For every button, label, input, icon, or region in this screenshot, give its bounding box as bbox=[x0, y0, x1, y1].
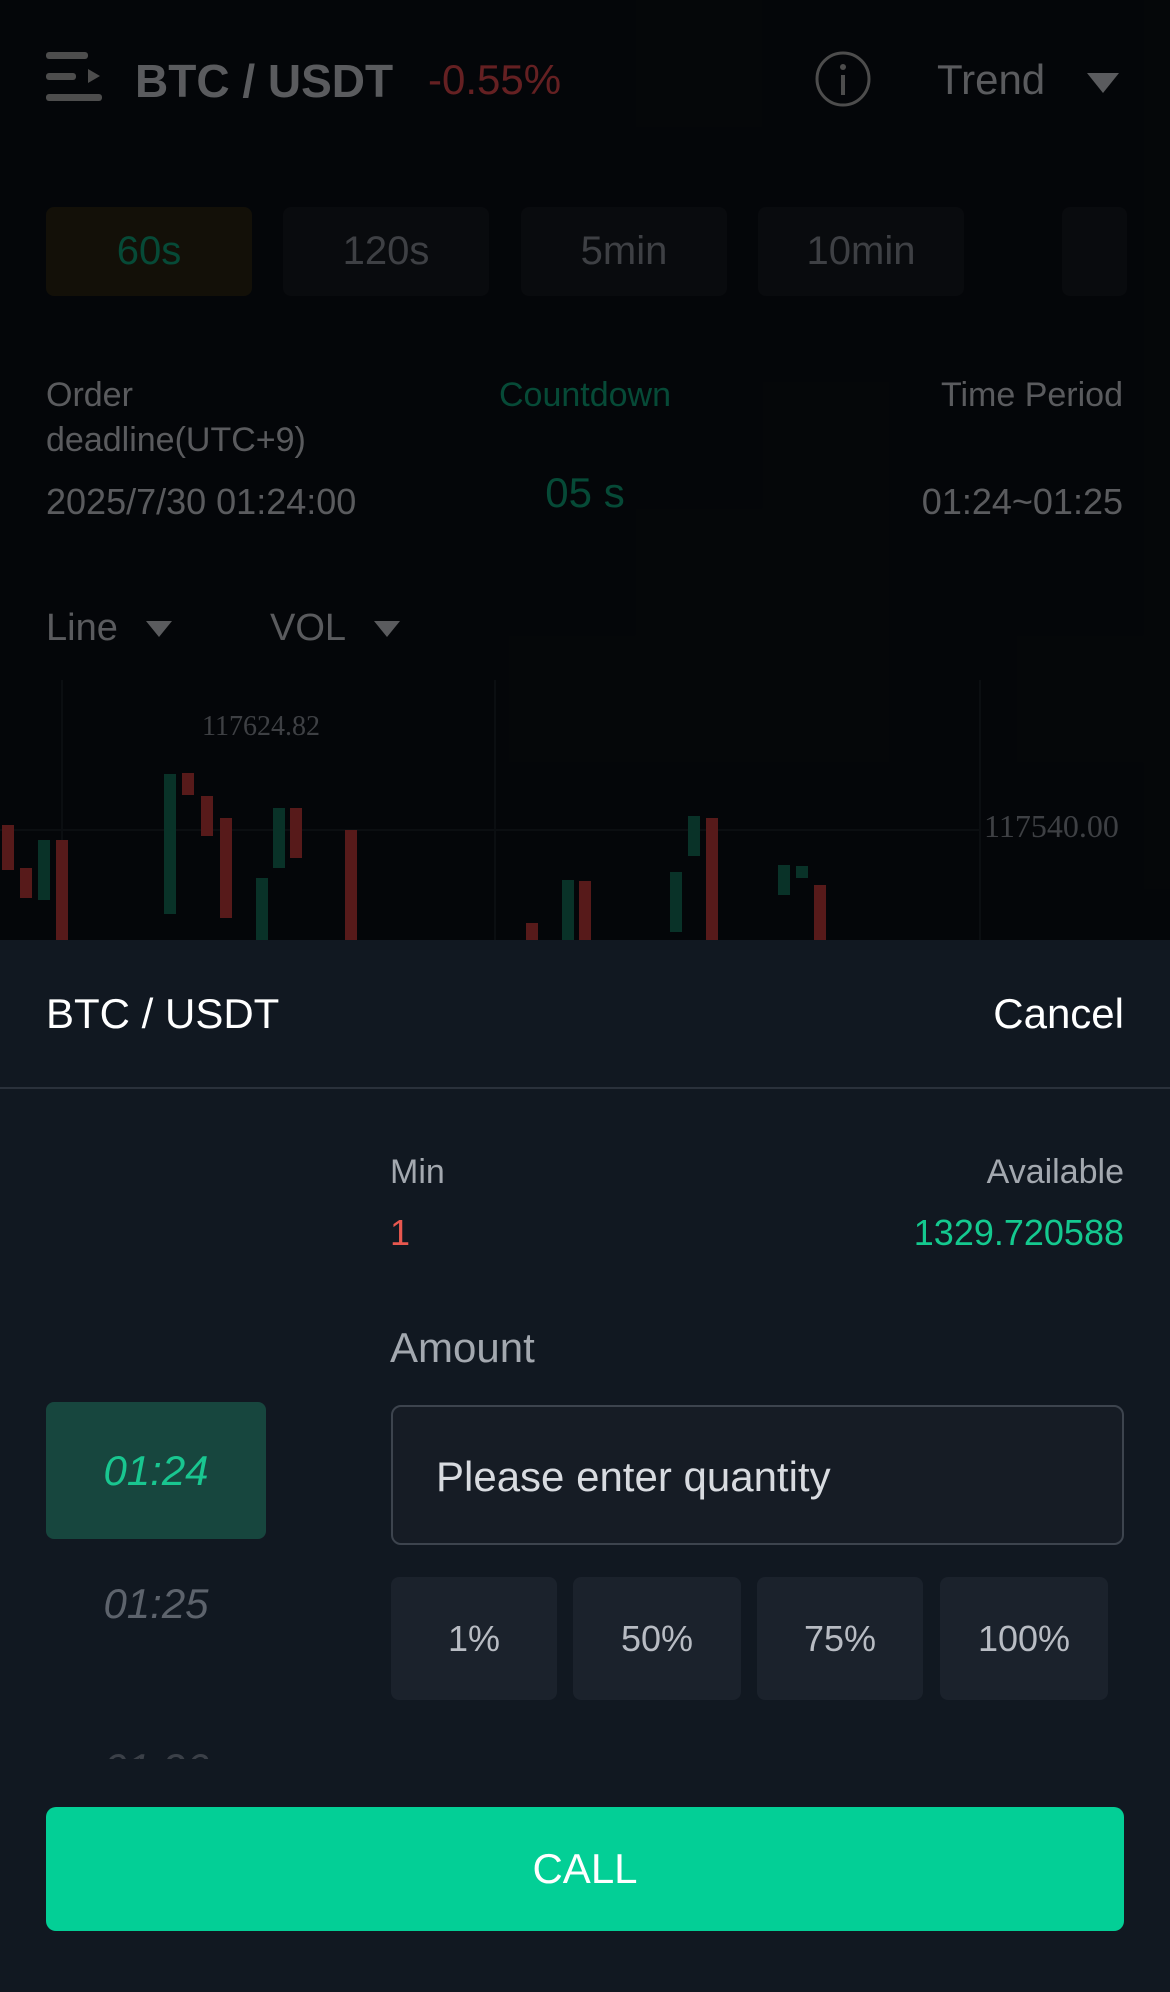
amount-label: Amount bbox=[390, 1324, 535, 1371]
divider bbox=[0, 1087, 1170, 1089]
time-option[interactable]: 01:26 bbox=[46, 1745, 266, 1759]
time-option[interactable]: 01:25 bbox=[103, 1580, 209, 1627]
min-value: 1 bbox=[390, 1212, 411, 1253]
percent-button[interactable]: 100% bbox=[940, 1577, 1108, 1700]
order-sheet: BTC / USDT Cancel Min 1 Available 1329.7… bbox=[0, 940, 1170, 1992]
sheet-title: BTC / USDT bbox=[46, 990, 280, 1037]
cancel-button[interactable]: Cancel bbox=[993, 990, 1124, 1037]
percent-button[interactable]: 1% bbox=[391, 1577, 557, 1700]
amount-input[interactable]: Please enter quantity bbox=[391, 1405, 1124, 1545]
dim-overlay[interactable] bbox=[0, 0, 1170, 940]
time-option-selected[interactable]: 01:24 bbox=[46, 1402, 266, 1539]
placeholder: Please enter quantity bbox=[436, 1453, 831, 1500]
available-value: 1329.720588 bbox=[913, 1212, 1124, 1253]
call-button[interactable]: CALL bbox=[46, 1807, 1124, 1931]
available-label: Available bbox=[986, 1153, 1124, 1191]
percent-button[interactable]: 75% bbox=[757, 1577, 923, 1700]
percent-button[interactable]: 50% bbox=[573, 1577, 741, 1700]
time-option-clip: 01:26 bbox=[46, 1745, 266, 1759]
min-label: Min bbox=[390, 1153, 445, 1191]
